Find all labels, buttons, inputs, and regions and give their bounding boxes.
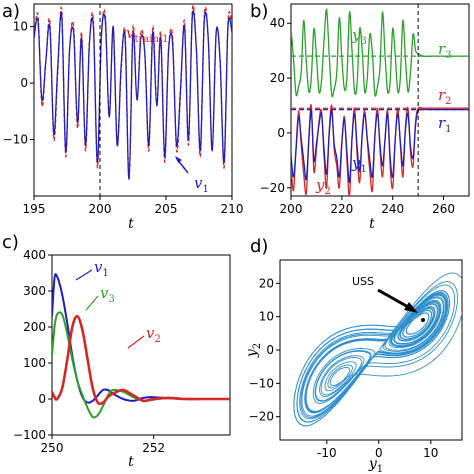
series-line-v-1: [34, 10, 232, 180]
panel-b-annotations: y3 r3 r2 r1 y1 y2: [315, 26, 452, 197]
series-line-v-3: [52, 311, 230, 419]
panel-c-axes: [51, 254, 231, 436]
y-tick-label: 10: [13, 20, 28, 34]
y-tick-label: 300: [23, 284, 46, 298]
panel-a-v1-arrowhead: [175, 156, 182, 163]
y-tick-label: −100: [13, 428, 46, 442]
x-tick-label: 240: [381, 202, 404, 216]
y-tick-label: 20: [259, 276, 274, 290]
y-tick-label: −20: [260, 181, 285, 195]
x-tick-label: -10: [317, 446, 337, 460]
panel-c-label: c): [2, 232, 19, 253]
y-tick-label: 0: [266, 343, 274, 357]
y-tick-label: 0: [277, 126, 285, 140]
panel-b-label-r1: r1: [438, 114, 452, 135]
panel-c-xlabel: t: [128, 454, 134, 470]
panel-d-uss-arrowhead: [404, 302, 418, 313]
panel-b: b) 200 220 240 260 −20 0 20 40 t y3 r3 r2 r1 y1 y2: [250, 1, 470, 232]
panel-d-xlabel: y1: [368, 456, 383, 474]
panel-d-plot-area: [293, 272, 462, 427]
panel-a-xlabel: t: [128, 216, 134, 232]
panel-d-ticks: -10 0 10 −20 −10 0 10 20: [249, 276, 439, 460]
y-tick-label: −10: [3, 133, 28, 147]
attractor-trajectory: [293, 272, 462, 427]
panel-a-label: a): [2, 1, 20, 22]
panel-b-label-r3: r3: [438, 40, 452, 61]
x-tick-label: 252: [142, 441, 165, 455]
y-tick-label: 10: [259, 310, 274, 324]
panel-b-xlabel: t: [369, 216, 375, 232]
panel-d: d) -10 0 10 −20 −10 0 10 20 y1 y2 USS: [244, 236, 463, 474]
panel-d-uss-label: USS: [352, 275, 374, 288]
panel-c-pointer: [75, 269, 93, 281]
y-tick-label: −10: [249, 376, 274, 390]
panel-c-label-v2: v2: [146, 324, 161, 345]
panel-b-label-y1: y1: [351, 154, 367, 175]
panel-c-pointer: [85, 295, 99, 311]
y-tick-label: 0: [38, 392, 46, 406]
panel-c-plot-area: [52, 269, 230, 419]
y-tick-label: 400: [23, 248, 46, 262]
panel-c-annotations: v1 v3 v2: [94, 258, 161, 345]
uss-point: [421, 318, 425, 322]
panel-b-axes: [290, 3, 470, 197]
panel-b-label-r2: r2: [438, 86, 452, 107]
series-line-y-3: [291, 8, 469, 98]
x-tick-label: 250: [41, 441, 64, 455]
x-tick-label: 260: [432, 202, 455, 216]
panel-c-label-v3: v3: [100, 284, 115, 305]
y-tick-label: 0: [20, 76, 28, 90]
series-line-v-2: [52, 314, 230, 406]
panel-b-plot-area: [291, 4, 469, 196]
panel-d-ylabel: y2: [244, 343, 263, 358]
panel-a-ticks: 195 200 205 210 −10 0 10: [3, 20, 244, 216]
panel-c: c) 250 252 −100 0 100 200 300 400 t v1 v3 v2: [2, 232, 231, 470]
panel-a: a) 195 200 205 210 −10 0 10 t vtrain,1 v1: [2, 1, 243, 232]
y-tick-label: 20: [270, 71, 285, 85]
panel-b-label: b): [250, 1, 268, 22]
x-tick-label: 0: [375, 446, 383, 460]
y-tick-label: −20: [249, 410, 274, 424]
panel-a-vtrain-label: vtrain,1: [126, 24, 168, 45]
x-tick-label: 200: [89, 202, 112, 216]
x-tick-label: 195: [23, 202, 46, 216]
panel-c-ticks: 250 252 −100 0 100 200 300 400: [13, 248, 165, 455]
panel-b-ticks: 200 220 240 260 −20 0 20 40: [260, 16, 455, 216]
panel-d-label: d): [250, 236, 268, 257]
x-tick-label: 200: [280, 202, 303, 216]
x-tick-label: 10: [423, 446, 438, 460]
panel-a-v1-label: v1: [194, 174, 209, 195]
panel-c-pointer: [127, 335, 145, 349]
y-tick-label: 40: [270, 16, 285, 30]
panel-a-plot-area: [34, 4, 232, 196]
panel-c-label-v1: v1: [94, 258, 109, 279]
series-line-y-1: [291, 108, 469, 183]
panel-a-axes: [33, 3, 233, 197]
panel-b-label-y3: y3: [351, 26, 367, 47]
panel-d-uss-arrow: [377, 288, 411, 310]
x-tick-label: 205: [155, 202, 178, 216]
y-tick-label: 200: [23, 320, 46, 334]
x-tick-label: 220: [330, 202, 353, 216]
y-tick-label: 100: [23, 356, 46, 370]
x-tick-label: 210: [221, 202, 244, 216]
panel-b-label-y2: y2: [315, 176, 331, 197]
